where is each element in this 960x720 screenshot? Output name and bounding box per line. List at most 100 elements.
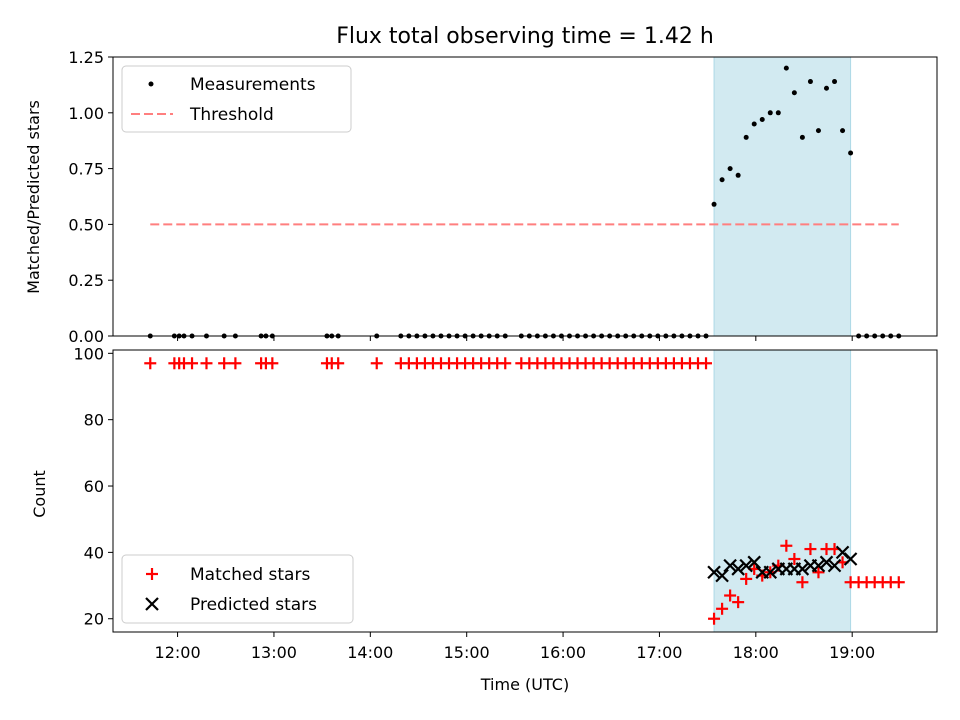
predicted-star-stroke — [827, 558, 842, 573]
observing-interval-shade — [714, 57, 851, 336]
predicted-star-point — [723, 558, 737, 573]
matched-star-point — [796, 576, 809, 589]
matched-star-point — [780, 539, 793, 552]
matched-star-point — [724, 589, 737, 602]
top-y-axis-label: Matched/Predicted stars — [24, 100, 43, 294]
x-tick-label: 19:00 — [829, 643, 875, 662]
measurement-point — [711, 201, 717, 207]
matched-star-point — [370, 357, 383, 370]
bottom-legend-box — [121, 554, 354, 624]
y-tick-label: 0.00 — [68, 327, 104, 346]
top-x-ticks — [177, 336, 853, 341]
predicted-star-stroke — [795, 562, 810, 576]
measurement-point — [832, 79, 838, 85]
chart-title: Flux total observing time = 1.42 h — [336, 24, 714, 49]
matched-star-point — [229, 357, 242, 370]
predicted-star-stroke — [731, 562, 745, 576]
measurement-point — [848, 150, 854, 156]
x-tick-label: 12:00 — [155, 643, 201, 662]
predicted-star-stroke — [723, 558, 737, 573]
matched-star-point — [716, 602, 729, 615]
measurement-point — [767, 110, 773, 116]
predicted-star-stroke — [819, 555, 834, 570]
x-tick-label: 16:00 — [540, 643, 586, 662]
y-tick-label: 60 — [84, 477, 104, 496]
y-tick-label: 1.25 — [68, 48, 104, 67]
matched-star-point — [740, 572, 753, 585]
top-marks — [147, 65, 902, 339]
top-legend: Measurements Threshold — [121, 65, 352, 133]
x-tick-label: 17:00 — [636, 643, 682, 662]
measurement-point — [783, 65, 789, 71]
measurement-point — [823, 85, 829, 91]
legend-predicted-marker — [145, 597, 159, 611]
matched-star-point — [200, 357, 213, 370]
legend-measurements-label: Measurements — [190, 75, 316, 95]
matched-star-point — [266, 357, 279, 370]
matched-star-point — [788, 553, 801, 566]
y-tick-label: 0.75 — [68, 160, 104, 179]
bottom-panel: 20 40 60 80 100 12:00 13:00 14:00 15:00 16:00 17:… — [30, 344, 938, 694]
predicted-star-point — [795, 562, 810, 576]
predicted-star-stroke — [739, 558, 753, 573]
measurement-point — [840, 128, 846, 134]
measurement-point — [743, 134, 749, 140]
top-legend-box — [121, 65, 352, 133]
matched-star-point — [218, 357, 231, 370]
observing-interval-shade — [714, 350, 851, 632]
bottom-legend: Matched stars Predicted stars — [121, 554, 354, 624]
y-tick-label: 20 — [84, 610, 104, 629]
legend-matched-label: Matched stars — [190, 565, 310, 585]
predicted-star-stroke — [715, 568, 729, 583]
y-tick-label: 0.25 — [68, 271, 104, 290]
x-tick-label: 14:00 — [347, 643, 393, 662]
predicted-star-stroke — [835, 545, 850, 560]
predicted-star-stroke — [763, 565, 778, 580]
matched-star-point — [144, 357, 157, 370]
measurement-point — [759, 116, 765, 122]
measurement-point — [799, 134, 805, 140]
y-tick-label: 0.50 — [68, 215, 104, 234]
bottom-axes-frame — [112, 349, 938, 633]
bottom-x-ticks: 12:00 13:00 14:00 15:00 16:00 17:00 18:00 19:00 — [155, 632, 875, 662]
x-tick-label: 18:00 — [733, 643, 779, 662]
measurement-point — [719, 177, 725, 183]
predicted-star-point — [731, 562, 745, 576]
matched-star-point — [708, 612, 721, 625]
top-panel: 0.00 0.25 0.50 0.75 1.00 1.25 Matched/Predict… — [24, 48, 938, 346]
y-tick-label: 80 — [84, 411, 104, 430]
measurement-point — [791, 90, 797, 96]
matched-star-point — [700, 357, 713, 370]
matched-star-point — [804, 543, 817, 556]
predicted-star-point — [715, 568, 729, 583]
predicted-star-point — [763, 565, 778, 580]
y-tick-label: 1.00 — [68, 104, 104, 123]
measurement-point — [815, 128, 821, 134]
measurement-point — [751, 121, 757, 127]
legend-predicted-label: Predicted stars — [190, 595, 317, 615]
measurement-point — [727, 166, 733, 172]
matched-star-point — [732, 596, 745, 609]
predicted-star-point — [747, 555, 761, 570]
matched-star-point — [892, 576, 905, 589]
predicted-star-point — [819, 555, 834, 570]
predicted-star-point — [827, 558, 842, 573]
legend-measurements-marker — [148, 81, 154, 87]
top-axes-frame — [112, 56, 938, 337]
legend-matched-marker — [146, 568, 158, 580]
bottom-marks — [144, 357, 905, 625]
bottom-y-axis-label: Count — [30, 470, 49, 518]
y-tick-label: 40 — [84, 543, 104, 562]
matched-star-point — [186, 357, 199, 370]
predicted-star-point — [707, 565, 721, 580]
matched-star-point — [332, 357, 345, 370]
predicted-star-stroke — [707, 565, 721, 580]
matched-star-point — [499, 357, 512, 370]
predicted-star-point — [843, 552, 858, 566]
bottom-y-ticks: 20 40 60 80 100 — [73, 344, 113, 629]
predicted-star-point — [739, 558, 753, 573]
predicted-star-point — [811, 558, 826, 573]
matched-star-point — [812, 566, 825, 579]
legend-threshold-label: Threshold — [189, 105, 274, 125]
